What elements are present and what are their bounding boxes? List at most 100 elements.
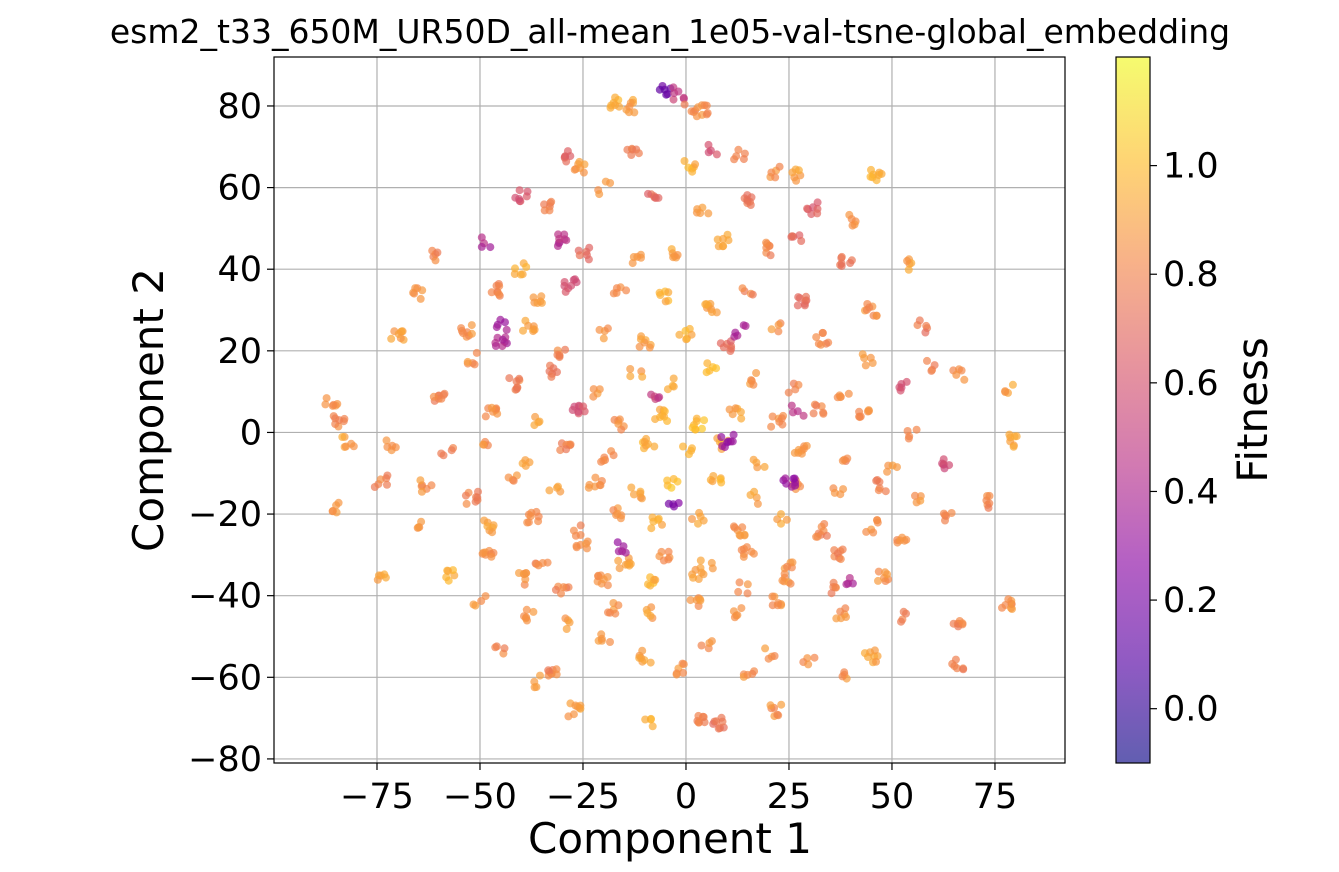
x-tick-label: 75 [973,777,1018,817]
scatter-point [868,359,877,367]
scatter-point [562,445,571,454]
scatter-point [335,416,344,425]
grid-lines [274,57,1065,763]
scatter-point [664,547,673,556]
scatter-point [739,552,748,561]
scatter-point [696,556,705,565]
scatter-point [838,672,847,681]
scatter-point [762,238,771,247]
scatter-point [708,477,717,486]
scatter-point [698,424,706,433]
scatter-point [747,193,756,202]
scatter-point [429,392,438,401]
scatter-point [645,343,654,352]
scatter-point [606,638,614,646]
scatter-point [951,655,960,664]
scatter-point [552,670,561,679]
x-tick-label: 50 [870,777,915,817]
scatter-point [576,701,585,710]
scatter-point [837,252,846,261]
scatter-point [481,412,490,421]
scatter-point [673,251,682,259]
scatter-point [670,89,679,98]
scatter-point [686,596,695,605]
scatter-point [498,335,507,344]
chart-title: esm2_t33_650M_UR50D_all-mean_1e05-val-ts… [110,12,1230,51]
scatter-point [576,531,585,539]
scatter-point [985,491,994,500]
scatter-point [773,710,782,719]
scatter-point [522,569,531,578]
scatter-point [519,326,527,335]
scatter-point [533,299,542,307]
scatter-point [634,149,643,158]
scatter-point [846,259,855,267]
scatter-point [861,361,870,370]
scatter-point [636,335,645,344]
y-axis-ticks: 80 60 40 20 0 −20 −40 −60 −80 [188,87,274,780]
scatter-point [702,368,711,377]
scatter-point [752,369,761,377]
scatter-point [641,715,650,724]
scatter-point [693,103,702,112]
scatter-point [952,370,961,379]
scatter-point [529,607,538,616]
scatter-point [547,197,556,206]
scatter-point [572,541,581,550]
scatter-point [383,471,392,480]
scatter-point [718,242,727,251]
scatter-point [537,292,546,301]
scatter-point [768,592,777,601]
scatter-point [743,670,752,679]
scatter-point [663,90,672,99]
scatter-point [554,230,563,239]
scatter-point [734,145,743,154]
scatter-point [609,289,618,298]
scatter-point [947,509,956,517]
y-tick-label: −80 [188,740,262,780]
colorbar-ticks: 1.0 0.8 0.6 0.4 0.2 0.0 [1150,147,1219,730]
scatter-point [687,107,696,116]
scatter-point [741,322,750,330]
scatter-point [516,270,525,279]
y-tick-label: 60 [217,169,262,209]
scatter-point [915,316,924,325]
scatter-point [615,564,624,573]
scatter-point [486,243,495,252]
scatter-point [595,190,604,199]
scatter-point [777,700,786,709]
scatter-point [575,251,584,260]
scatter-point [799,411,808,420]
scatter-point [626,372,635,381]
scatter-point [766,701,775,710]
scatter-point [638,646,647,655]
scatter-point [523,187,532,196]
scatter-point [522,613,531,622]
scatter-point [784,388,793,397]
scatter-point [329,400,338,409]
x-axis-label: Component 1 [528,814,812,863]
scatter-point [749,549,758,558]
scatter-point [544,666,553,675]
scatter-point [638,372,647,381]
scatter-point [334,498,343,507]
scatter-point [788,168,797,177]
scatter-point [960,375,969,384]
scatter-point [836,490,845,499]
scatter-point [553,368,561,377]
scatter-point [726,347,735,355]
scatter-point [729,430,738,439]
scatter-point [667,483,676,492]
scatter-point [794,380,803,389]
scatter-point [654,394,663,402]
scatter-point [566,152,575,161]
scatter-point [669,382,678,391]
scatter-point [911,491,919,500]
scatter-point [864,406,873,415]
scatter-point [873,516,881,525]
scatter-point [614,556,623,565]
scatter-point [1005,430,1014,439]
scatter-point [737,604,746,613]
scatter-point [538,559,547,567]
scatter-point [479,440,488,449]
